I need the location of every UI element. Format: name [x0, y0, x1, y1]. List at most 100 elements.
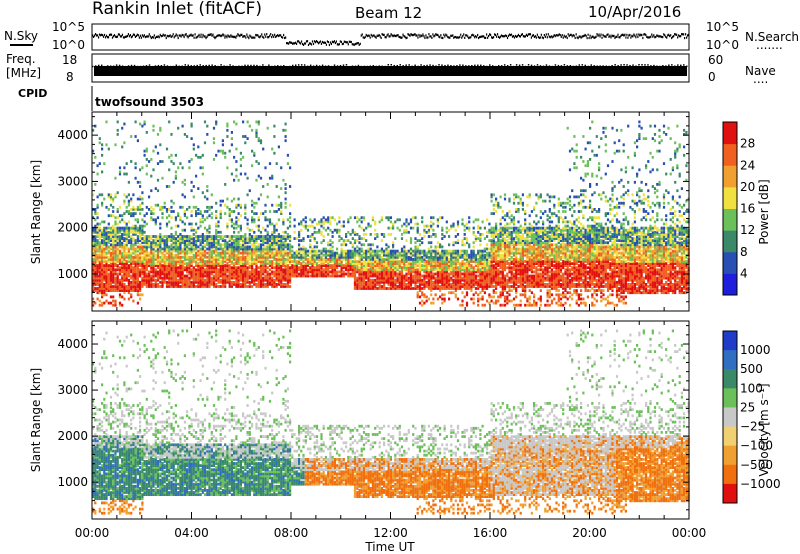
- range-cell: [365, 280, 368, 284]
- range-cell: [311, 253, 314, 257]
- nsky-point: [618, 36, 620, 39]
- range-cell: [427, 258, 430, 261]
- range-cell: [188, 249, 191, 253]
- range-cell: [421, 260, 424, 263]
- range-cell: [365, 249, 368, 253]
- range-cell: [253, 249, 256, 253]
- freq-point: [671, 64, 673, 66]
- range-cell: [183, 255, 186, 259]
- range-cell: [412, 280, 415, 284]
- range-cell: [215, 264, 218, 267]
- range-cell: [197, 258, 200, 261]
- range-cell: [385, 251, 388, 255]
- freq-point: [109, 65, 112, 67]
- range-cell: [360, 237, 363, 240]
- range-cell: [436, 266, 439, 270]
- range-cell: [170, 237, 173, 240]
- nsky-trace: [92, 33, 690, 47]
- range-cell: [219, 268, 222, 272]
- range-cell: [351, 255, 354, 259]
- range-cell: [181, 241, 184, 245]
- range-cell: [174, 260, 177, 263]
- nsky-point: [653, 34, 655, 37]
- range-cell: [107, 255, 110, 259]
- range-cell: [268, 218, 272, 222]
- range-cell: [103, 274, 106, 278]
- range-cell: [253, 283, 256, 286]
- range-cell: [280, 210, 283, 213]
- range-cell: [148, 160, 151, 163]
- range-cell: [423, 285, 426, 288]
- range-cell: [409, 272, 413, 276]
- range-cell: [96, 212, 99, 215]
- range-cell: [349, 249, 352, 253]
- range-cell: [376, 272, 379, 276]
- range-cell: [412, 274, 415, 278]
- range-cell: [434, 285, 437, 288]
- range-cell: [322, 268, 325, 272]
- range-cell: [418, 264, 422, 267]
- range-cell: [282, 241, 285, 245]
- range-cell: [242, 274, 245, 278]
- nsky-point: [451, 34, 453, 37]
- range-cell: [136, 197, 139, 201]
- range-cell: [190, 264, 193, 267]
- nsky-point: [95, 34, 98, 37]
- range-cell: [96, 264, 99, 267]
- range-cell: [362, 228, 366, 232]
- range-cell: [273, 245, 276, 249]
- range-cell: [412, 268, 415, 272]
- range-cell: [282, 178, 285, 182]
- range-cell: [109, 274, 113, 278]
- range-cell: [436, 245, 439, 249]
- freq-point: [336, 65, 339, 67]
- range-cell: [116, 278, 119, 282]
- range-cell: [389, 276, 392, 280]
- range-cell: [130, 285, 133, 288]
- range-cell: [251, 220, 254, 224]
- range-cell: [248, 241, 251, 245]
- range-cell: [298, 253, 301, 257]
- range-cell: [139, 226, 142, 230]
- range-cell: [96, 245, 99, 249]
- range-cell: [389, 274, 392, 278]
- range-cell: [94, 245, 97, 249]
- range-cell: [430, 293, 433, 297]
- range-cell: [309, 218, 312, 222]
- range-cell: [322, 247, 325, 251]
- range-cell: [168, 283, 171, 286]
- range-cell: [101, 193, 104, 197]
- range-cell: [181, 278, 184, 282]
- range-cell: [293, 224, 296, 228]
- range-cell: [107, 278, 110, 282]
- range-cell: [136, 255, 139, 259]
- range-cell: [443, 255, 446, 259]
- range-cell: [358, 268, 361, 272]
- range-cell: [284, 258, 287, 261]
- freq-point: [178, 65, 181, 68]
- range-cell: [248, 255, 251, 259]
- range-cell: [230, 243, 233, 247]
- range-cell: [237, 243, 240, 247]
- range-cell: [353, 264, 357, 267]
- range-cell: [199, 276, 202, 280]
- range-cell: [132, 268, 135, 272]
- range-cell: [436, 260, 439, 263]
- range-cell: [244, 251, 247, 255]
- range-cell: [183, 241, 186, 245]
- range-cell: [425, 280, 428, 284]
- range-cell: [123, 291, 126, 295]
- range-cell: [235, 222, 238, 226]
- range-cell: [109, 253, 113, 257]
- nsky-point: [611, 34, 613, 37]
- range-cell: [289, 251, 292, 255]
- range-cell: [421, 283, 424, 286]
- range-cell: [183, 278, 186, 282]
- range-cell: [239, 214, 242, 218]
- range-cell: [293, 255, 296, 259]
- range-cell: [235, 266, 238, 270]
- range-cell: [286, 237, 289, 240]
- range-cell: [210, 255, 213, 259]
- range-cell: [139, 264, 142, 267]
- range-cell: [302, 274, 305, 278]
